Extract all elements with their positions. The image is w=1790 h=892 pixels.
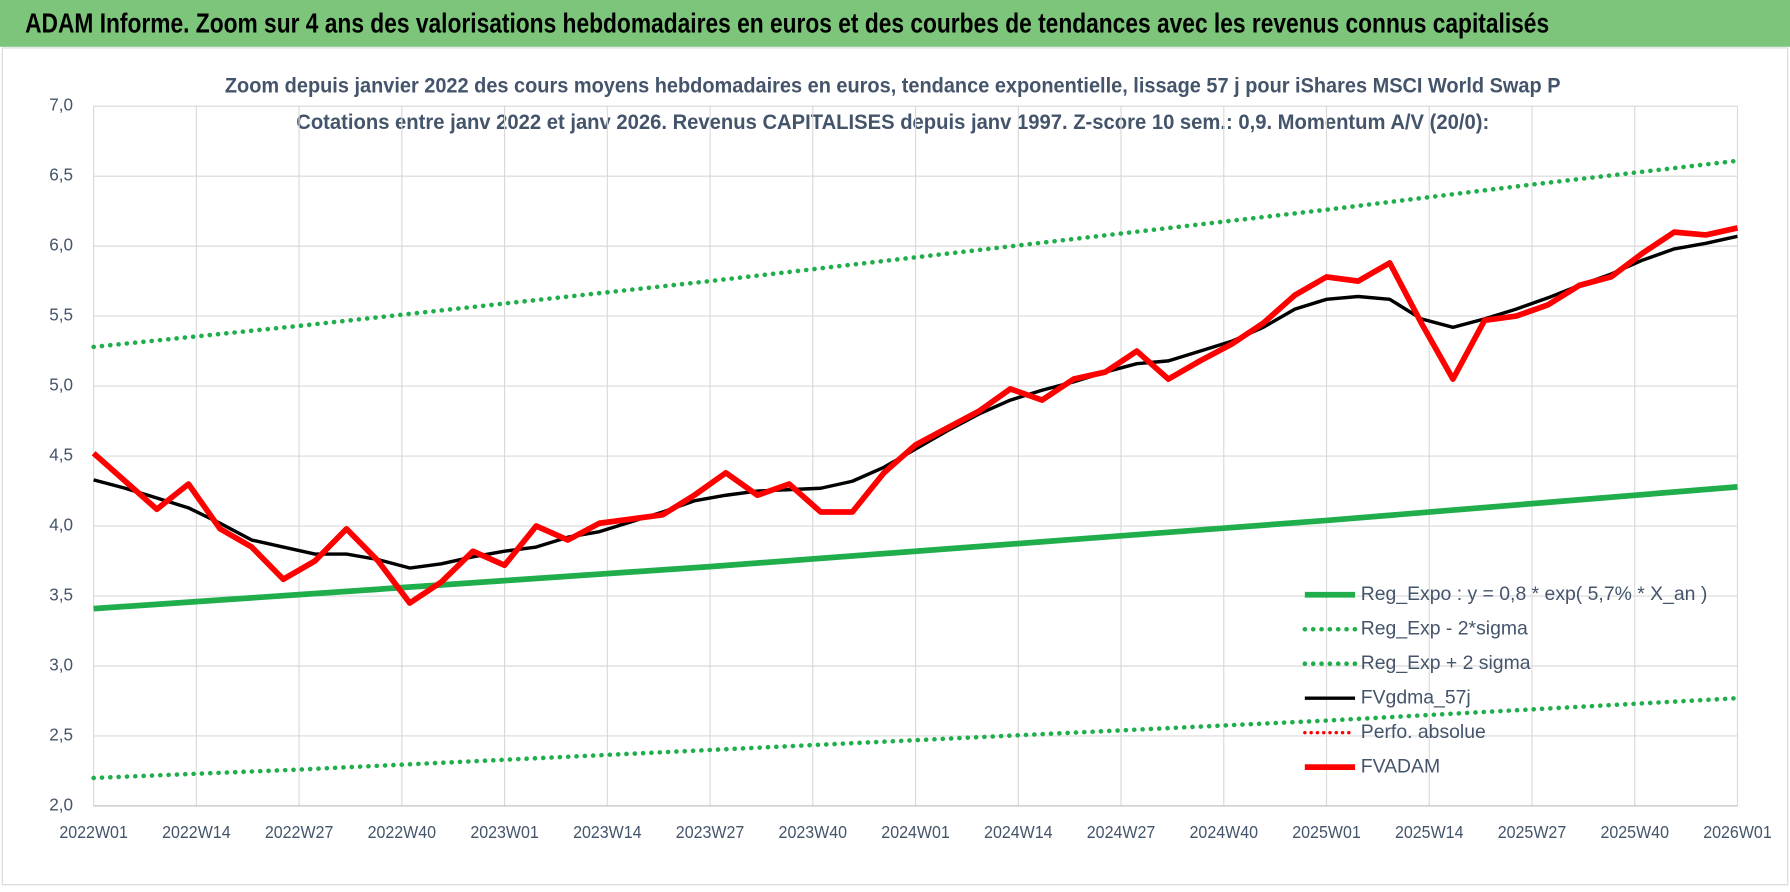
chart-title: Zoom depuis janvier 2022 des cours moyen… [225,72,1561,97]
series-line [93,484,1738,612]
y-tick-label: 7,0 [49,96,73,115]
y-tick-label: 2,0 [49,795,73,814]
x-tick-label: 2022W40 [368,823,436,842]
y-tick-label: 3,0 [49,656,73,675]
y-tick-label: 6,0 [49,236,73,255]
x-tick-label: 2022W01 [59,823,127,842]
y-tick-label: 5,0 [49,376,73,395]
chart-subtitle: Cotations entre janv 2022 et janv 2026. … [296,109,1489,134]
x-tick-label: 2025W40 [1600,823,1668,842]
x-tick-label: 2026W01 [1703,823,1771,842]
y-tick-label: 4,0 [49,516,73,535]
x-tick-label: 2025W14 [1395,823,1464,842]
x-tick-label: 2025W27 [1498,823,1566,842]
legend-label: FVADAM [1361,755,1440,777]
y-tick-label: 3,5 [49,586,73,605]
x-tick-label: 2024W27 [1087,823,1155,842]
x-tick-label: 2023W01 [470,823,538,842]
y-tick-label: 2,5 [49,725,73,744]
x-tick-label: 2022W14 [162,823,231,842]
x-tick-label: 2024W14 [984,823,1053,842]
legend-label: Perfo. absolue [1361,721,1486,743]
legend-label: Reg_Expo : y = 0,8 * exp( 5,7% * X_an ) [1361,583,1708,605]
y-tick-label: 6,5 [49,166,73,185]
legend-label: FVgdma_57j [1361,686,1471,708]
x-tick-label: 2022W27 [265,823,333,842]
series-line [91,225,1739,606]
x-tick-label: 2023W27 [676,823,744,842]
header-title: ADAM Informe. Zoom sur 4 ans des valoris… [25,7,1549,38]
x-tick-label: 2024W01 [881,823,949,842]
header-bar [0,0,1790,47]
y-tick-label: 4,5 [49,446,73,465]
x-tick-label: 2023W14 [573,823,642,842]
series-line [91,695,1740,781]
legend-label: Reg_Exp + 2 sigma [1361,652,1531,674]
y-tick-label: 5,5 [49,306,73,325]
x-tick-label: 2023W40 [779,823,847,842]
legend-label: Reg_Exp - 2*sigma [1361,617,1528,639]
series-line [93,234,1738,570]
x-tick-label: 2025W01 [1292,823,1360,842]
x-tick-label: 2024W40 [1190,823,1258,842]
series-line [91,158,1740,350]
